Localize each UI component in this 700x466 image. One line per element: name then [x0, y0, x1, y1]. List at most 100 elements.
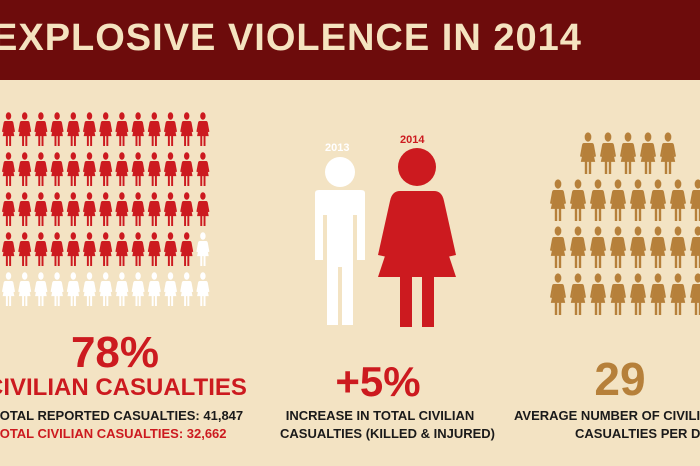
male-figure-2013-icon — [315, 157, 365, 325]
daily-casualty-figure-icon — [690, 273, 700, 315]
title-banner: EXPLOSIVE VIOLENCE IN 2014 — [0, 0, 700, 80]
civilian-figure-icon — [18, 112, 32, 146]
other-casualty-figure-icon — [196, 272, 210, 306]
civilian-figure-icon — [131, 232, 145, 266]
increase-caption-line1: INCREASE IN TOTAL CIVILIAN — [285, 408, 475, 423]
civilian-figure-icon — [2, 232, 16, 266]
daily-casualty-figure-icon — [650, 179, 666, 221]
civilian-figure-icon — [164, 112, 177, 146]
daily-casualty-figure-icon — [590, 179, 606, 221]
civilian-figure-icon — [83, 232, 96, 266]
civilian-figure-icon — [196, 152, 210, 186]
civilian-figure-icon — [83, 152, 96, 186]
casualty-figure-grid — [2, 112, 210, 306]
civilian-figure-icon — [18, 192, 32, 226]
civilian-figure-icon — [50, 232, 64, 266]
female-figure-2014-icon — [378, 148, 456, 327]
daily-casualty-figure-icon — [590, 226, 606, 268]
daily-casualty-figure-icon — [550, 226, 566, 268]
daily-casualty-figure-grid — [550, 132, 700, 315]
daily-casualty-figure-icon — [670, 179, 686, 221]
daily-casualty-figure-icon — [630, 179, 646, 221]
civilian-figure-icon — [99, 152, 113, 186]
daily-average-caption-line2: CASUALTIES PER DAY — [575, 426, 700, 441]
civilian-figure-icon — [50, 192, 64, 226]
civilian-figure-icon — [66, 232, 80, 266]
civilian-figure-icon — [83, 192, 96, 226]
daily-casualty-figure-icon — [630, 273, 646, 315]
daily-casualty-figure-icon — [620, 132, 636, 174]
civilian-figure-icon — [147, 192, 161, 226]
civilian-figure-icon — [99, 112, 113, 146]
civilian-figure-icon — [115, 152, 129, 186]
other-casualty-figure-icon — [34, 272, 48, 306]
civilian-figure-icon — [180, 232, 194, 266]
daily-casualty-figure-icon — [630, 226, 646, 268]
daily-average-number: 29 — [594, 353, 646, 405]
civilian-figure-icon — [34, 112, 48, 146]
daily-casualty-figure-icon — [660, 132, 676, 174]
daily-casualty-figure-icon — [570, 273, 586, 315]
civilian-figure-icon — [180, 152, 194, 186]
civilian-figure-icon — [164, 152, 177, 186]
civilian-figure-icon — [131, 152, 145, 186]
other-casualty-figure-icon — [99, 272, 113, 306]
civilian-figure-icon — [131, 112, 145, 146]
civilian-figure-icon — [180, 112, 194, 146]
total-civilian-casualties: TOTAL CIVILIAN CASUALTIES: 32,662 — [0, 426, 227, 441]
civilian-figure-icon — [34, 152, 48, 186]
other-casualty-figure-icon — [83, 272, 96, 306]
civilian-figure-icon — [147, 112, 161, 146]
other-casualty-figure-icon — [50, 272, 64, 306]
civilian-figure-icon — [18, 232, 32, 266]
civilian-figure-icon — [115, 192, 129, 226]
year-2014-label: 2014 — [400, 134, 425, 146]
civilian-figure-icon — [18, 152, 32, 186]
civilian-figure-icon — [180, 192, 194, 226]
daily-casualty-figure-icon — [650, 226, 666, 268]
civilian-figure-icon — [196, 112, 210, 146]
civilian-figure-icon — [66, 112, 80, 146]
year-2013-label: 2013 — [325, 142, 350, 154]
daily-casualty-figure-icon — [580, 132, 596, 174]
civilian-figure-icon — [164, 232, 177, 266]
daily-casualty-figure-icon — [610, 273, 626, 315]
daily-casualty-figure-icon — [690, 226, 700, 268]
civilian-figure-icon — [66, 192, 80, 226]
civilian-figure-icon — [34, 232, 48, 266]
civilian-figure-icon — [147, 152, 161, 186]
civilian-figure-icon — [2, 152, 16, 186]
total-reported-casualties: TOTAL REPORTED CASUALTIES: 41,847 — [0, 408, 244, 423]
daily-casualty-figure-icon — [570, 226, 586, 268]
daily-casualty-figure-icon — [600, 132, 616, 174]
civilian-figure-icon — [115, 112, 129, 146]
daily-casualty-figure-icon — [670, 273, 686, 315]
daily-casualty-figure-icon — [690, 179, 700, 221]
civilian-figure-icon — [50, 152, 64, 186]
daily-average-caption-line1: AVERAGE NUMBER OF CIVILIAN — [514, 408, 700, 423]
increase-percent: +5% — [335, 358, 421, 405]
daily-casualty-figure-icon — [570, 179, 586, 221]
other-casualty-figure-icon — [131, 272, 145, 306]
civilian-figure-icon — [147, 232, 161, 266]
civilian-figure-icon — [196, 192, 210, 226]
civilian-percent-label: CIVILIAN CASUALTIES — [0, 374, 247, 401]
other-casualty-figure-icon — [164, 272, 177, 306]
civilian-figure-icon — [66, 152, 80, 186]
daily-casualty-figure-icon — [590, 273, 606, 315]
civilian-figure-icon — [2, 192, 16, 226]
daily-casualty-figure-icon — [610, 179, 626, 221]
other-casualty-figure-icon — [115, 272, 129, 306]
civilian-figure-icon — [99, 192, 113, 226]
increase-caption-line2: CASUALTIES (KILLED & INJURED) — [280, 426, 495, 441]
daily-casualty-figure-icon — [650, 273, 666, 315]
civilian-figure-icon — [115, 232, 129, 266]
page-title: EXPLOSIVE VIOLENCE IN 2014 — [0, 17, 582, 59]
civilian-figure-icon — [50, 112, 64, 146]
daily-casualty-figure-icon — [550, 179, 566, 221]
civilian-figure-icon — [131, 192, 145, 226]
daily-casualty-figure-icon — [670, 226, 686, 268]
other-casualty-figure-icon — [180, 272, 194, 306]
daily-casualty-figure-icon — [610, 226, 626, 268]
other-casualty-figure-icon — [18, 272, 32, 306]
